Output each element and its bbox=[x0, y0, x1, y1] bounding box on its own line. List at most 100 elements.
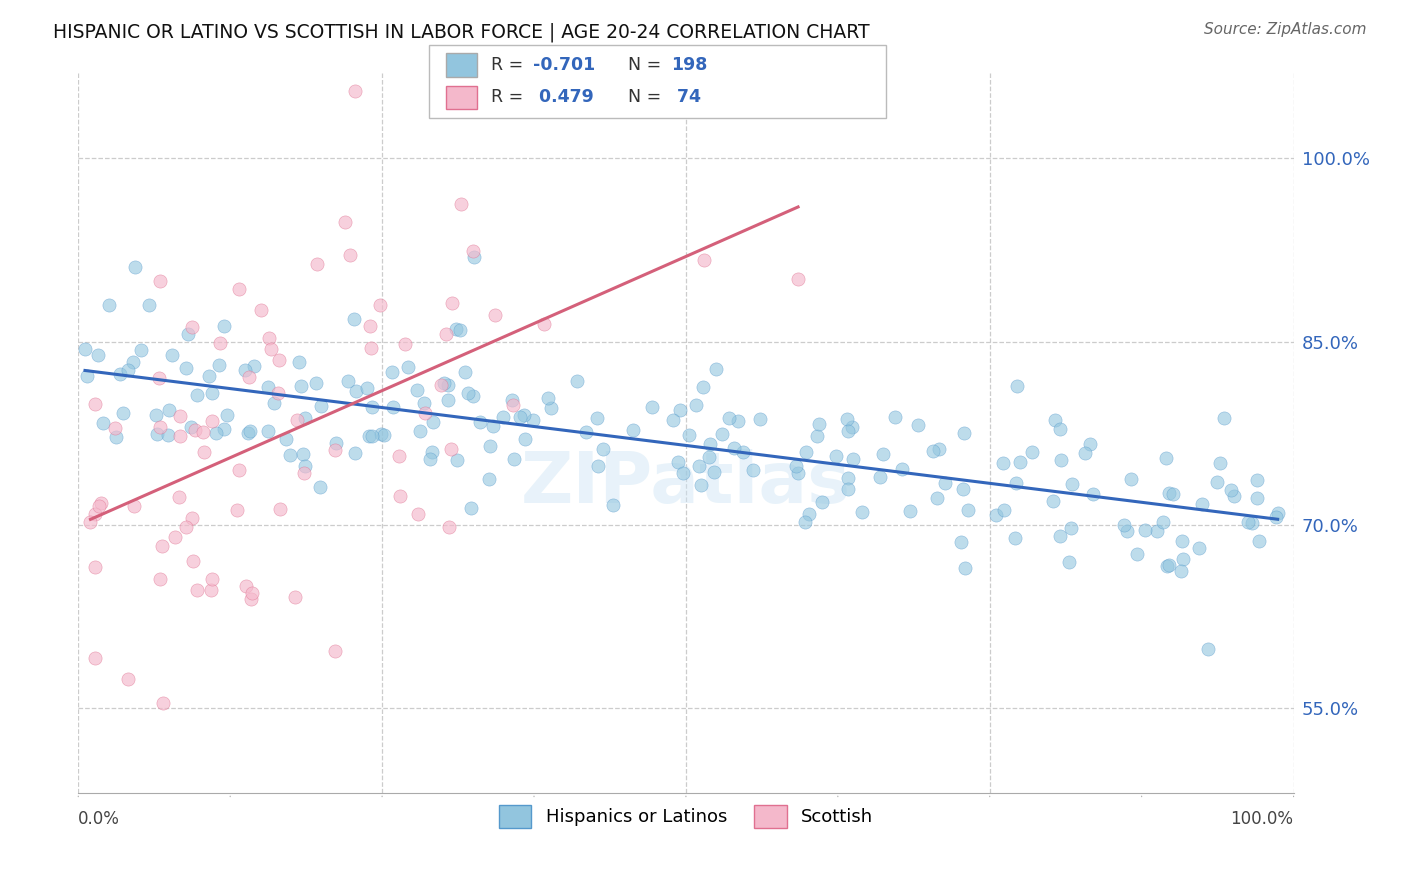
Point bbox=[291, 446, 314, 460]
Point bbox=[149, 274, 172, 288]
Point bbox=[1114, 517, 1136, 532]
Point bbox=[509, 409, 531, 424]
Point bbox=[1171, 534, 1194, 549]
Point bbox=[669, 403, 692, 417]
Point bbox=[697, 450, 720, 465]
Point bbox=[457, 386, 479, 401]
Point bbox=[186, 582, 208, 597]
Text: Source: ZipAtlas.com: Source: ZipAtlas.com bbox=[1204, 22, 1367, 37]
Point bbox=[470, 416, 492, 430]
Point bbox=[794, 445, 817, 459]
Point bbox=[180, 510, 202, 524]
Point bbox=[1209, 456, 1232, 470]
Point bbox=[1154, 450, 1177, 465]
Point bbox=[484, 308, 506, 322]
Point bbox=[621, 423, 644, 437]
Point bbox=[208, 358, 231, 372]
Point bbox=[160, 348, 183, 362]
Point bbox=[1156, 558, 1178, 573]
Point bbox=[257, 380, 280, 394]
Point bbox=[693, 252, 716, 267]
Point bbox=[325, 436, 347, 450]
Point bbox=[1267, 506, 1289, 520]
Text: N =: N = bbox=[628, 56, 668, 74]
Text: 100.0%: 100.0% bbox=[1230, 811, 1294, 829]
Point bbox=[515, 432, 537, 446]
Point bbox=[200, 582, 222, 597]
Point bbox=[1152, 515, 1174, 529]
Point bbox=[449, 323, 471, 337]
Point bbox=[169, 409, 191, 424]
Point bbox=[688, 459, 710, 474]
Point bbox=[193, 445, 215, 459]
Point bbox=[413, 406, 436, 420]
Point bbox=[793, 515, 815, 529]
Point bbox=[205, 425, 228, 440]
Point bbox=[284, 590, 307, 604]
Point bbox=[685, 398, 707, 412]
Point bbox=[749, 412, 772, 426]
Point bbox=[1237, 515, 1260, 529]
Point bbox=[641, 401, 664, 415]
Point bbox=[586, 459, 609, 474]
Text: R =: R = bbox=[491, 88, 529, 106]
Point bbox=[1126, 547, 1149, 561]
Point bbox=[811, 495, 834, 509]
Point bbox=[437, 393, 460, 408]
Point bbox=[157, 428, 180, 442]
Point bbox=[797, 507, 820, 521]
Point bbox=[907, 417, 929, 432]
Point bbox=[228, 282, 250, 296]
Point bbox=[209, 335, 232, 350]
Point bbox=[1220, 483, 1243, 497]
Point bbox=[1060, 521, 1083, 535]
Point bbox=[373, 427, 395, 442]
Text: 0.0%: 0.0% bbox=[79, 811, 120, 829]
Point bbox=[146, 426, 169, 441]
Point bbox=[257, 424, 280, 438]
Point bbox=[461, 244, 484, 259]
Point bbox=[419, 451, 441, 466]
Point bbox=[309, 399, 332, 413]
Point bbox=[1049, 453, 1071, 467]
Point bbox=[305, 257, 328, 271]
Point bbox=[602, 499, 624, 513]
Point bbox=[1059, 555, 1081, 569]
Point bbox=[186, 388, 208, 402]
Point bbox=[201, 386, 224, 401]
Point bbox=[152, 539, 174, 553]
Point bbox=[243, 359, 266, 373]
Point bbox=[396, 359, 419, 374]
Point bbox=[145, 409, 167, 423]
Point bbox=[671, 467, 693, 481]
Point bbox=[87, 499, 110, 513]
Point bbox=[1157, 486, 1180, 500]
Point bbox=[361, 429, 384, 443]
Point bbox=[149, 572, 172, 586]
Point bbox=[727, 414, 749, 428]
Point bbox=[1173, 552, 1195, 566]
Point bbox=[1078, 437, 1101, 451]
Point bbox=[433, 376, 456, 391]
Point bbox=[1146, 524, 1168, 538]
Point bbox=[200, 414, 222, 428]
Point bbox=[437, 378, 460, 392]
Point bbox=[181, 319, 204, 334]
Point bbox=[236, 425, 259, 440]
Point bbox=[157, 402, 180, 417]
Point bbox=[278, 448, 301, 462]
Point bbox=[434, 327, 457, 342]
Point bbox=[238, 425, 260, 439]
Point bbox=[921, 444, 943, 458]
Point bbox=[294, 410, 316, 425]
Point bbox=[440, 296, 463, 310]
Point bbox=[370, 427, 392, 442]
Point bbox=[257, 330, 280, 344]
Point bbox=[274, 432, 297, 446]
Point bbox=[339, 248, 361, 262]
Point bbox=[308, 480, 330, 494]
Point bbox=[837, 471, 859, 485]
Point bbox=[148, 371, 170, 385]
Point bbox=[84, 650, 107, 665]
Point bbox=[212, 422, 235, 436]
